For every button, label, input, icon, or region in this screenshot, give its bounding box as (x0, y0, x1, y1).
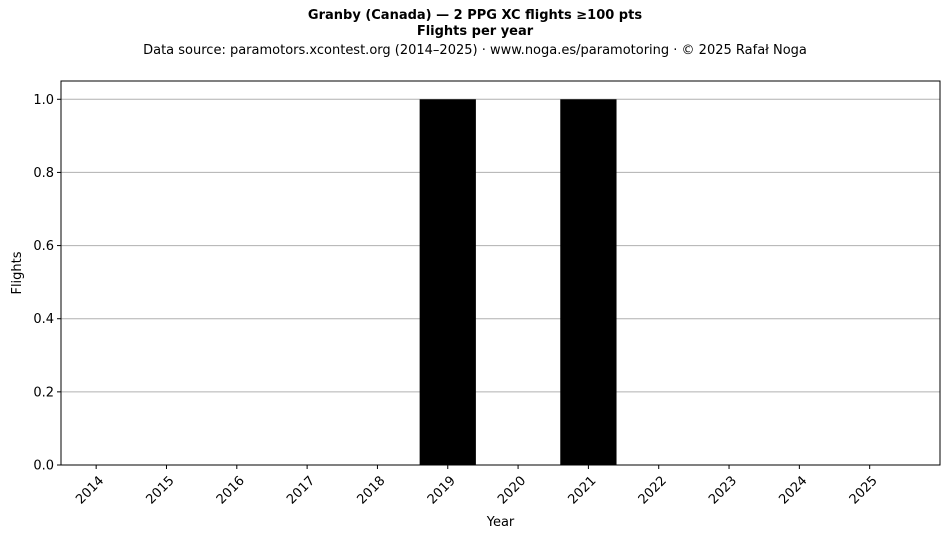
x-tick-label: 2019 (425, 473, 459, 507)
chart-title-block: Granby (Canada) — 2 PPG XC flights ≥100 … (0, 8, 950, 60)
x-tick-label: 2016 (214, 473, 248, 507)
y-tick-label: 0.0 (33, 459, 54, 474)
x-tick-label: 2014 (73, 473, 107, 507)
x-tick-label: 2022 (636, 473, 670, 507)
bar (560, 99, 617, 466)
x-axis-label: Year (486, 515, 515, 530)
x-tick-label: 2021 (565, 473, 599, 507)
x-tick-label: 2025 (847, 473, 881, 507)
plot-frame (60, 80, 941, 466)
y-tick-label: 0.2 (33, 385, 54, 400)
x-tick-label: 2023 (706, 473, 740, 507)
y-tick-label: 0.4 (33, 312, 54, 327)
data-source-note: Data source: paramotors.xcontest.org (20… (143, 43, 807, 58)
bar (419, 99, 476, 466)
chart-title: Granby (Canada) — 2 PPG XC flights ≥100 … (307, 8, 643, 23)
x-tick-label: 2018 (354, 473, 388, 507)
chart-subtitle: Flights per year (416, 24, 534, 39)
gridlines (61, 98, 940, 466)
x-tick-label: 2017 (284, 473, 318, 507)
x-tick-label: 2020 (495, 473, 529, 507)
bars (419, 99, 617, 466)
x-tick-label: 2024 (776, 473, 810, 507)
x-tick-label: 2015 (144, 473, 178, 507)
y-tick-label: 0.6 (33, 239, 54, 254)
y-tick-label: 1.0 (33, 93, 54, 108)
y-tick-label: 0.8 (33, 166, 54, 181)
y-axis-label: Flights (10, 251, 25, 294)
